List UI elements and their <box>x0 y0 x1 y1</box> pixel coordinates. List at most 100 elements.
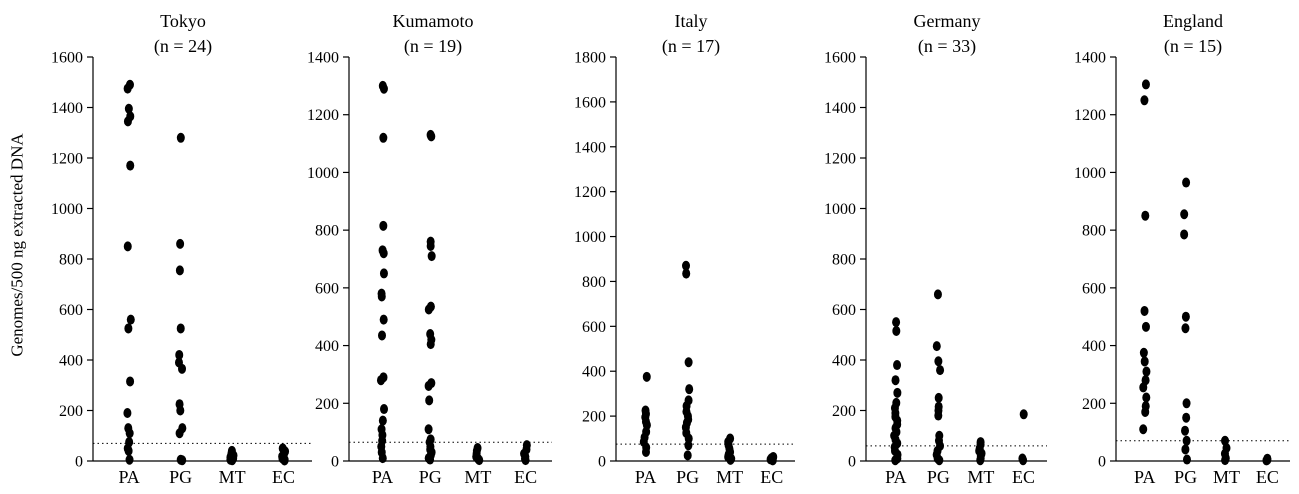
y-tick-label: 1400 <box>307 50 339 67</box>
data-point-pa <box>893 387 902 398</box>
data-point-pa <box>377 291 386 302</box>
data-point-pg <box>178 455 187 466</box>
data-point-pa <box>1140 95 1149 106</box>
y-tick-label: 400 <box>59 353 83 370</box>
data-point-pa <box>377 330 386 341</box>
data-point-pa <box>892 325 901 336</box>
data-point-ec <box>1262 455 1271 466</box>
x-tick-label: PG <box>419 467 442 487</box>
y-tick-label: 800 <box>59 252 83 269</box>
y-tick-label: 1600 <box>824 50 856 67</box>
data-point-pg <box>426 454 435 465</box>
data-point-pa <box>379 314 388 325</box>
data-point-mt <box>1221 455 1230 466</box>
data-point-pa <box>1139 424 1148 435</box>
y-tick-label: 600 <box>582 319 606 336</box>
y-tick-label: 600 <box>315 280 339 297</box>
data-point-pg <box>426 241 435 252</box>
data-point-pg <box>176 323 185 334</box>
data-point-pg <box>426 339 435 350</box>
data-point-pa <box>378 453 387 464</box>
data-point-ec <box>768 455 777 466</box>
x-tick-label: EC <box>1012 467 1035 487</box>
panel-title: Kumamoto <box>393 11 474 31</box>
y-tick-label: 200 <box>832 403 856 420</box>
data-point-pg <box>427 131 436 142</box>
data-point-pg <box>176 405 185 416</box>
x-tick-label: EC <box>272 467 295 487</box>
x-tick-label: EC <box>1256 467 1279 487</box>
panel-title: Italy <box>675 11 708 31</box>
x-tick-label: PA <box>372 467 393 487</box>
data-point-pa <box>891 455 900 466</box>
data-point-pg <box>682 260 691 271</box>
data-point-pg <box>934 410 943 421</box>
data-point-pa <box>126 160 135 171</box>
panel-tokyo: Tokyo (n = 24) 0 200 400 600 800 1000 1200 1400 16… <box>51 11 312 487</box>
data-point-pa <box>124 103 133 114</box>
y-tick-label: 1600 <box>51 50 83 67</box>
data-point-pg <box>427 251 436 262</box>
x-tick-label: PA <box>118 467 139 487</box>
y-tick-label: 0 <box>75 454 83 471</box>
data-point-pg <box>1182 412 1191 423</box>
panel-england: England (n = 15) 0 200 400 600 800 1000 1200 1400… <box>1074 11 1290 487</box>
panel-germany: Germany (n = 33) 0 200 400 600 800 1000 1200 1400… <box>824 11 1047 487</box>
y-tick-label: 800 <box>315 223 339 240</box>
data-point-mt <box>475 455 484 466</box>
data-point-pg <box>424 380 433 391</box>
x-tick-label: MT <box>1213 467 1240 487</box>
data-point-pg <box>178 363 187 374</box>
data-point-pg <box>1181 444 1190 455</box>
panel-subtitle: (n = 15) <box>1164 36 1222 57</box>
data-point-pa <box>1142 366 1151 377</box>
data-point-pa <box>893 360 902 371</box>
x-tick-label: MT <box>967 467 994 487</box>
y-tick-label: 200 <box>582 409 606 426</box>
data-point-pa <box>123 83 132 94</box>
data-point-pa <box>1140 305 1149 316</box>
data-point-pa <box>1141 210 1150 221</box>
y-tick-label: 0 <box>1098 454 1106 471</box>
y-tick-label: 1200 <box>824 151 856 168</box>
y-tick-label: 1000 <box>51 201 83 218</box>
data-point-pg <box>175 265 184 276</box>
y-tick-label: 400 <box>832 353 856 370</box>
data-point-pg <box>683 450 692 461</box>
data-point-ec <box>521 455 530 466</box>
y-tick-label: 1200 <box>574 184 606 201</box>
data-point-pa <box>379 268 388 279</box>
data-point-pg <box>424 304 433 315</box>
y-tick-label: 600 <box>59 302 83 319</box>
x-tick-label: PA <box>885 467 906 487</box>
data-point-pa <box>1140 356 1149 367</box>
data-point-pa <box>642 371 651 382</box>
data-point-pa <box>892 317 901 328</box>
y-tick-label: 1400 <box>1074 50 1106 67</box>
y-tick-label: 1000 <box>824 201 856 218</box>
data-point-pg <box>175 428 184 439</box>
y-tick-label: 0 <box>331 454 339 471</box>
data-point-pa <box>891 375 900 386</box>
data-point-pg <box>1181 311 1190 322</box>
y-axis-label-container: Genomes/500 ng extracted DNA <box>4 5 32 485</box>
data-point-pa <box>379 220 388 231</box>
x-tick-label: MT <box>716 467 743 487</box>
data-point-pa <box>1139 382 1148 393</box>
data-point-mt <box>228 455 237 466</box>
y-tick-label: 400 <box>1082 338 1106 355</box>
data-point-pa <box>126 314 135 325</box>
x-tick-label: PG <box>169 467 192 487</box>
data-point-pg <box>176 132 185 143</box>
y-tick-label: 1200 <box>307 107 339 124</box>
y-tick-label: 1000 <box>307 165 339 182</box>
data-point-pg <box>1182 454 1191 465</box>
data-point-pg <box>935 455 944 466</box>
data-point-pg <box>685 384 694 395</box>
data-point-pg <box>1181 323 1190 334</box>
data-point-pa <box>1139 347 1148 358</box>
data-point-pg <box>1182 398 1191 409</box>
data-point-pa <box>1141 79 1150 90</box>
data-point-pa <box>123 241 132 252</box>
